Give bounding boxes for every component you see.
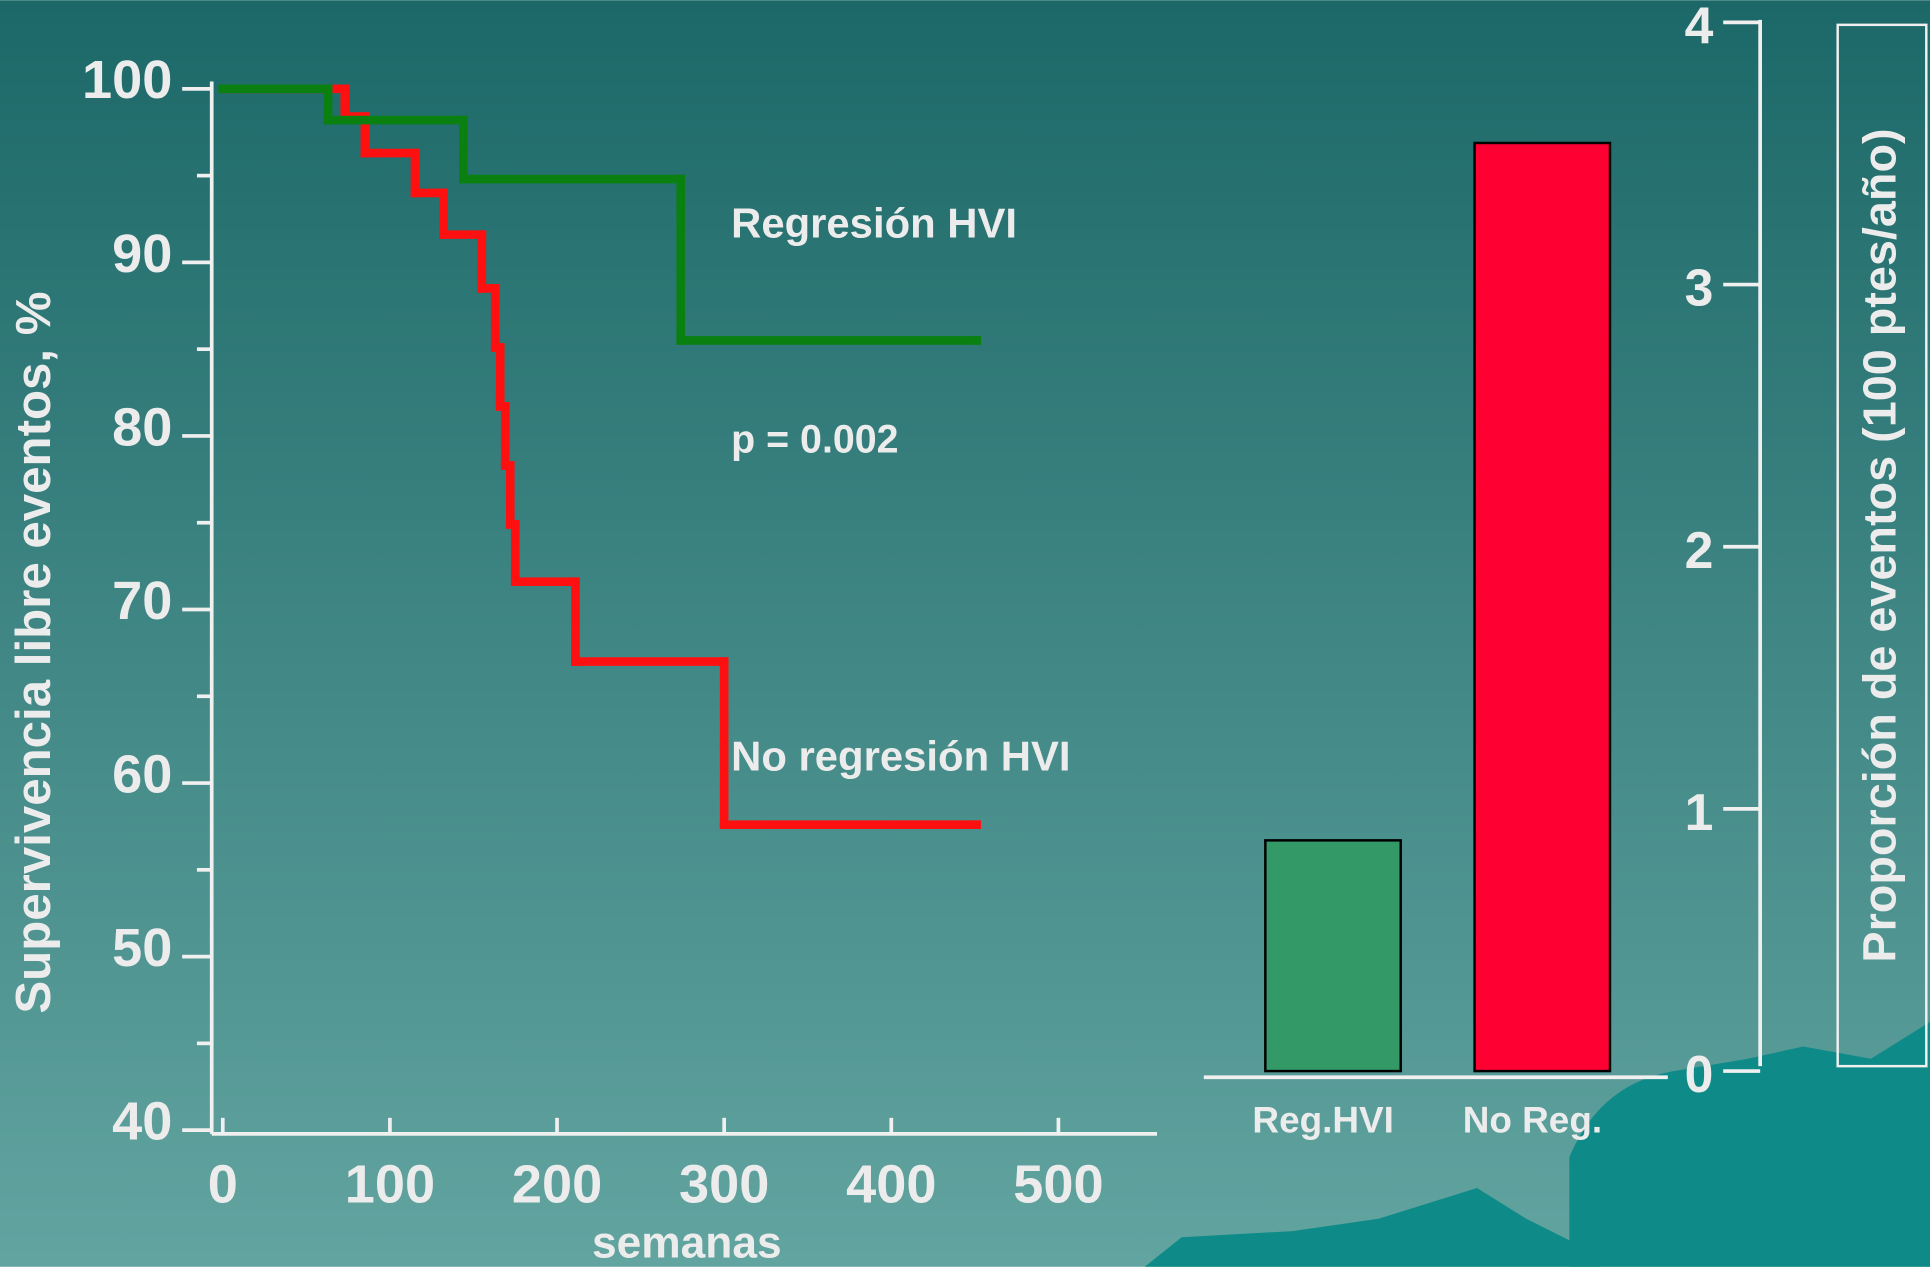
x-tick-label: Reg.HVI: [1252, 1100, 1394, 1141]
y-tick-label: 100: [82, 50, 172, 110]
x-axis-label: semanas: [592, 1219, 782, 1267]
y-tick-label: 50: [112, 918, 172, 978]
x-tick-label: 300: [679, 1154, 769, 1214]
y-tick-label: 40: [112, 1092, 172, 1152]
annotation: p = 0.002: [731, 418, 898, 462]
x-tick-label: 400: [846, 1154, 936, 1214]
x-tick-label: No Reg.: [1463, 1100, 1602, 1141]
y-tick-label: 60: [112, 744, 172, 804]
y-tick-label: 3: [1685, 259, 1714, 317]
annotation: No regresión HVI: [731, 733, 1070, 780]
decor-hill: [1569, 1021, 1930, 1267]
x-tick-label: 200: [512, 1154, 602, 1214]
y-axis-label: Supervivencia libre eventos, %: [6, 291, 61, 1013]
x-tick-label: 0: [208, 1154, 238, 1214]
bar: [1264, 839, 1402, 1073]
annotation: Regresión HVI: [731, 200, 1017, 247]
y-tick-label: 0: [1685, 1045, 1714, 1103]
decor-hill: [1144, 1188, 1601, 1267]
y-tick-label: 2: [1685, 521, 1714, 579]
x-tick-label: 100: [345, 1154, 435, 1214]
y-label-box: [1836, 23, 1928, 1068]
bar: [1473, 141, 1612, 1073]
y-tick-label: 80: [112, 397, 172, 457]
x-tick-label: 500: [1013, 1154, 1103, 1214]
y-tick-label: 1: [1685, 783, 1714, 841]
y-tick-label: 4: [1685, 0, 1714, 54]
y-axis-label: Proporción de eventos (100 ptes/año): [1854, 128, 1906, 962]
y-tick-label: 90: [112, 224, 172, 284]
y-tick-label: 70: [112, 571, 172, 631]
